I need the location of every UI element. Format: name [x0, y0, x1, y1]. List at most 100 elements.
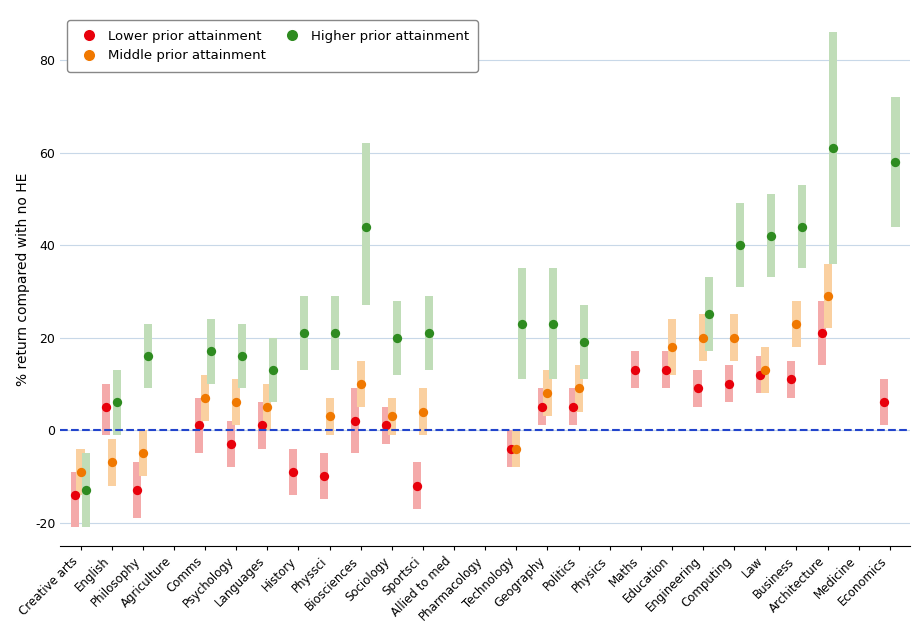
Bar — [787, 361, 795, 397]
Point — [690, 383, 705, 394]
Bar — [580, 305, 589, 379]
Bar — [269, 338, 277, 403]
Bar — [730, 315, 738, 361]
Bar — [736, 203, 744, 287]
Bar — [705, 278, 712, 352]
Point — [877, 397, 892, 408]
Point — [546, 318, 561, 329]
Point — [789, 318, 804, 329]
Bar — [114, 370, 121, 434]
Bar — [506, 430, 515, 467]
Point — [733, 240, 748, 250]
Bar — [331, 296, 339, 370]
Point — [659, 365, 674, 375]
Bar — [102, 384, 110, 434]
Bar — [829, 32, 837, 264]
Point — [347, 416, 362, 426]
Bar — [320, 453, 328, 499]
Point — [322, 411, 337, 421]
Point — [815, 328, 830, 338]
Point — [701, 310, 716, 320]
Bar — [139, 430, 147, 476]
Bar — [767, 194, 775, 278]
Point — [297, 328, 311, 338]
Point — [571, 383, 586, 394]
Point — [509, 443, 524, 454]
Point — [752, 369, 767, 380]
Point — [784, 374, 798, 384]
Point — [203, 347, 218, 357]
Bar — [575, 366, 583, 412]
Point — [286, 466, 300, 476]
Bar — [793, 301, 800, 347]
Bar — [71, 471, 79, 527]
Bar — [517, 268, 526, 379]
Point — [664, 341, 679, 352]
Bar — [289, 448, 297, 495]
Point — [129, 485, 144, 496]
Bar — [362, 143, 371, 305]
Point — [826, 143, 841, 153]
Point — [727, 333, 742, 343]
Bar — [133, 462, 141, 518]
Point — [254, 420, 269, 431]
Point — [192, 420, 207, 431]
Bar — [207, 319, 214, 384]
Point — [722, 379, 736, 389]
Bar — [798, 185, 806, 268]
Bar — [818, 301, 826, 366]
Bar — [663, 352, 671, 389]
Point — [696, 333, 711, 343]
Bar — [724, 366, 733, 403]
Point — [198, 392, 213, 403]
Bar — [569, 389, 577, 426]
Bar — [226, 421, 235, 467]
Bar — [538, 389, 546, 426]
Point — [99, 402, 114, 412]
Point — [565, 402, 580, 412]
Bar — [201, 375, 209, 421]
Bar — [394, 301, 401, 375]
Bar — [237, 324, 246, 389]
Bar — [357, 361, 365, 407]
Point — [67, 490, 82, 500]
Point — [577, 337, 591, 347]
Point — [359, 222, 373, 232]
Bar — [325, 397, 334, 434]
Point — [73, 466, 88, 476]
Bar — [82, 453, 91, 527]
Bar — [549, 268, 557, 379]
Bar — [195, 397, 203, 453]
Bar — [512, 430, 520, 467]
Bar — [761, 347, 770, 393]
Bar — [693, 370, 701, 407]
Bar — [77, 448, 85, 495]
Bar — [258, 403, 266, 448]
Bar — [543, 370, 552, 416]
Bar — [699, 315, 707, 361]
Bar — [383, 407, 390, 444]
Point — [515, 318, 529, 329]
Point — [627, 365, 642, 375]
Point — [260, 402, 274, 412]
Bar — [144, 324, 152, 389]
Point — [79, 485, 93, 496]
Bar — [823, 264, 832, 328]
Bar — [413, 462, 421, 509]
Bar — [631, 352, 639, 389]
Point — [821, 291, 835, 301]
Bar — [756, 356, 764, 393]
Bar — [424, 296, 432, 370]
Bar — [232, 379, 240, 426]
Bar — [107, 440, 116, 485]
Point — [888, 157, 903, 167]
Point — [328, 328, 343, 338]
Point — [795, 222, 809, 232]
Point — [763, 231, 778, 241]
Point — [317, 471, 332, 482]
Point — [758, 365, 772, 375]
Y-axis label: % return compared with no HE: % return compared with no HE — [16, 173, 30, 387]
Bar — [388, 397, 395, 434]
Point — [136, 448, 151, 458]
Bar — [263, 384, 272, 430]
